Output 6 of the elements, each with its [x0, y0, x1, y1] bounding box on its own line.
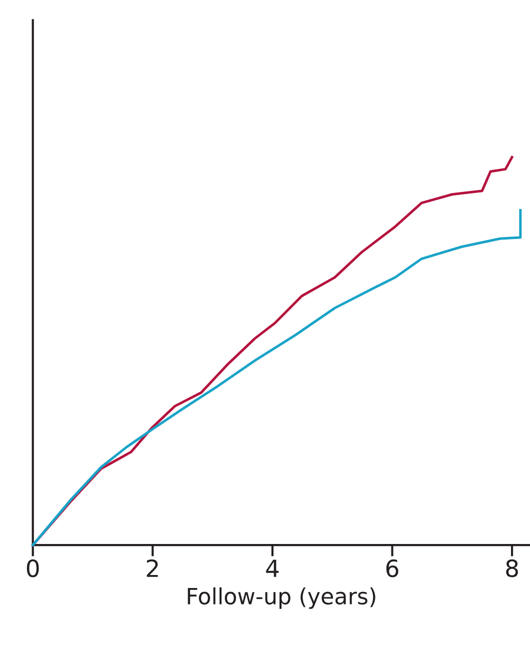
x-tick-label: 2	[146, 559, 158, 577]
x-tick-label: 0	[26, 559, 39, 578]
x-axis-title: Follow-up (years)	[188, 587, 376, 609]
x-tick-label: 6	[386, 559, 398, 578]
x-tick-label: 4	[266, 560, 279, 577]
x-tick-label: 8	[506, 559, 518, 578]
